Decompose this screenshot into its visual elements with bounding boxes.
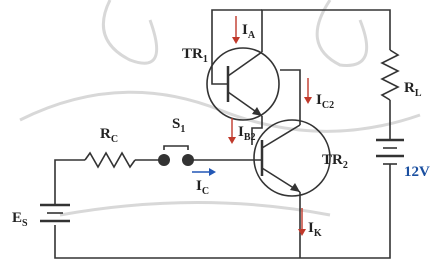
label-sub: 1	[203, 54, 208, 65]
label-sub: C2	[322, 100, 334, 111]
label-main: 12V	[404, 164, 430, 180]
label: TR2	[322, 152, 348, 171]
label-main: TR	[182, 46, 203, 62]
label-sub: S	[22, 218, 28, 229]
label-sub: K	[314, 228, 322, 239]
label-main: R	[404, 80, 415, 96]
label-sub: A	[248, 30, 256, 41]
page: {"labels": [ {"main": "I", "sub": "A"}, …	[0, 0, 445, 263]
label-sub: 1	[180, 124, 185, 135]
label-main: S	[172, 116, 180, 132]
label: ES	[12, 210, 28, 229]
circuit-diagram: IATR1IC2RLIB2RCS1TR2IC12VESIK	[0, 0, 445, 263]
wires	[40, 10, 404, 258]
label: 12V	[404, 164, 430, 180]
label-sub: L	[415, 88, 422, 99]
label: TR1	[182, 46, 208, 65]
label: S1	[172, 116, 185, 135]
label-sub: C	[202, 186, 209, 197]
label-sub: C	[111, 134, 118, 145]
label-sub: 2	[343, 160, 348, 171]
label-sub: B2	[244, 132, 256, 143]
label: RC	[100, 126, 118, 145]
label-main: TR	[322, 152, 343, 168]
label: IK	[308, 220, 322, 239]
label: IC2	[316, 92, 334, 111]
label: RL	[404, 80, 422, 99]
label: IA	[242, 22, 256, 41]
label: IB2	[238, 124, 256, 143]
watermark	[20, 0, 420, 215]
label: IC	[196, 178, 209, 197]
label-main: E	[12, 210, 22, 226]
label-main: R	[100, 126, 111, 142]
